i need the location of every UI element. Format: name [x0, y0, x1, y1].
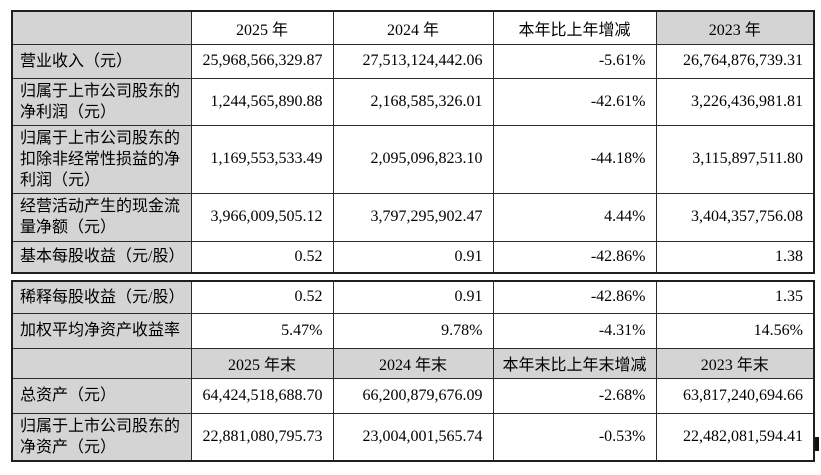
- metric-value-yoy: -42.86%: [492, 280, 657, 314]
- metric-value-2024: 0.91: [332, 240, 494, 274]
- metric-value-2025: 64,424,518,688.70: [190, 377, 334, 414]
- table-row-net-profit-excl-nonrecurring: 归属于上市公司股东的扣除非经常性损益的净利润（元） 1,169,553,533.…: [11, 124, 815, 194]
- metric-value-2025: 0.52: [190, 280, 334, 314]
- metric-value-2024: 23,004,001,565.74: [332, 412, 494, 461]
- metric-value-2023: 1.38: [655, 240, 815, 274]
- metric-value-2025: 5.47%: [190, 312, 334, 349]
- table-row-basic-eps: 基本每股收益（元/股） 0.52 0.91 -42.86% 1.38: [11, 240, 815, 274]
- metric-label: 经营活动产生的现金流量净额（元）: [11, 192, 192, 242]
- column-header-2025-yearend: 2025 年末: [190, 347, 334, 379]
- metric-value-2025: 25,968,566,329.87: [190, 43, 334, 79]
- table-row-diluted-eps: 稀释每股收益（元/股） 0.52 0.91 -42.86% 1.35: [11, 280, 815, 314]
- metric-value-2023: 3,226,436,981.81: [655, 77, 815, 126]
- metric-value-yoy: -42.86%: [492, 240, 657, 274]
- column-header-2023: 2023 年: [655, 10, 815, 45]
- metric-value-yoy: -2.68%: [492, 377, 657, 414]
- metric-value-2023: 1.35: [655, 280, 815, 314]
- metric-value-2024: 2,168,585,326.01: [332, 77, 494, 126]
- table-row-net-assets: 归属于上市公司股东的净资产（元） 22,881,080,795.73 23,00…: [11, 412, 815, 461]
- table-row-total-assets: 总资产（元） 64,424,518,688.70 66,200,879,676.…: [11, 377, 815, 414]
- metric-value-2023: 14.56%: [655, 312, 815, 349]
- table-row-weighted-avg-roe: 加权平均净资产收益率 5.47% 9.78% -4.31% 14.56%: [11, 312, 815, 349]
- metric-value-2023: 3,404,357,756.08: [655, 192, 815, 242]
- metric-value-2025: 22,881,080,795.73: [190, 412, 334, 461]
- text-cursor: [815, 437, 819, 451]
- metric-value-2024: 3,797,295,902.47: [332, 192, 494, 242]
- metric-label: 归属于上市公司股东的净利润（元）: [11, 77, 192, 126]
- key-financials-table-yearend: 稀释每股收益（元/股） 0.52 0.91 -42.86% 1.35 加权平均净…: [11, 280, 815, 462]
- column-header-2023-yearend: 2023 年末: [655, 347, 815, 379]
- header-corner-cell: [11, 10, 192, 45]
- header-corner-cell: [11, 347, 192, 379]
- metric-value-yoy: -4.31%: [492, 312, 657, 349]
- metric-value-2025: 1,169,553,533.49: [190, 124, 334, 194]
- metric-value-2024: 27,513,124,442.06: [332, 43, 494, 79]
- metric-value-yoy: -5.61%: [492, 43, 657, 79]
- metric-label: 稀释每股收益（元/股）: [11, 280, 192, 314]
- metric-label: 归属于上市公司股东的扣除非经常性损益的净利润（元）: [11, 124, 192, 194]
- metric-label: 加权平均净资产收益率: [11, 312, 192, 349]
- metric-value-2024: 0.91: [332, 280, 494, 314]
- header-row-period: 2025 年 2024 年 本年比上年增减 2023 年: [11, 10, 815, 45]
- metric-value-yoy: -44.18%: [492, 124, 657, 194]
- metric-value-2023: 26,764,876,739.31: [655, 43, 815, 79]
- document-page: 2025 年 2024 年 本年比上年增减 2023 年 营业收入（元） 25,…: [11, 10, 815, 462]
- metric-label: 归属于上市公司股东的净资产（元）: [11, 412, 192, 461]
- metric-value-yoy: 4.44%: [492, 192, 657, 242]
- metric-value-2025: 1,244,565,890.88: [190, 77, 334, 126]
- column-header-2024-yearend: 2024 年末: [332, 347, 494, 379]
- key-financials-table-period: 2025 年 2024 年 本年比上年增减 2023 年 营业收入（元） 25,…: [11, 10, 815, 274]
- metric-value-2023: 63,817,240,694.66: [655, 377, 815, 414]
- metric-value-2023: 22,482,081,594.41: [655, 412, 815, 461]
- metric-label: 基本每股收益（元/股）: [11, 240, 192, 274]
- metric-value-2025: 3,966,009,505.12: [190, 192, 334, 242]
- metric-value-2024: 9.78%: [332, 312, 494, 349]
- metric-label: 营业收入（元）: [11, 43, 192, 79]
- metric-label: 总资产（元）: [11, 377, 192, 414]
- table-row-revenue: 营业收入（元） 25,968,566,329.87 27,513,124,442…: [11, 43, 815, 79]
- table-row-operating-cash-flow: 经营活动产生的现金流量净额（元） 3,966,009,505.12 3,797,…: [11, 192, 815, 242]
- column-header-yearend-change: 本年末比上年末增减: [492, 347, 657, 379]
- column-header-yoy-change: 本年比上年增减: [492, 10, 657, 45]
- header-row-yearend: 2025 年末 2024 年末 本年末比上年末增减 2023 年末: [11, 347, 815, 379]
- column-header-2024: 2024 年: [332, 10, 494, 45]
- table-row-net-profit: 归属于上市公司股东的净利润（元） 1,244,565,890.88 2,168,…: [11, 77, 815, 126]
- metric-value-2025: 0.52: [190, 240, 334, 274]
- column-header-2025: 2025 年: [190, 10, 334, 45]
- metric-value-2024: 66,200,879,676.09: [332, 377, 494, 414]
- metric-value-yoy: -42.61%: [492, 77, 657, 126]
- metric-value-2024: 2,095,096,823.10: [332, 124, 494, 194]
- metric-value-yoy: -0.53%: [492, 412, 657, 461]
- metric-value-2023: 3,115,897,511.80: [655, 124, 815, 194]
